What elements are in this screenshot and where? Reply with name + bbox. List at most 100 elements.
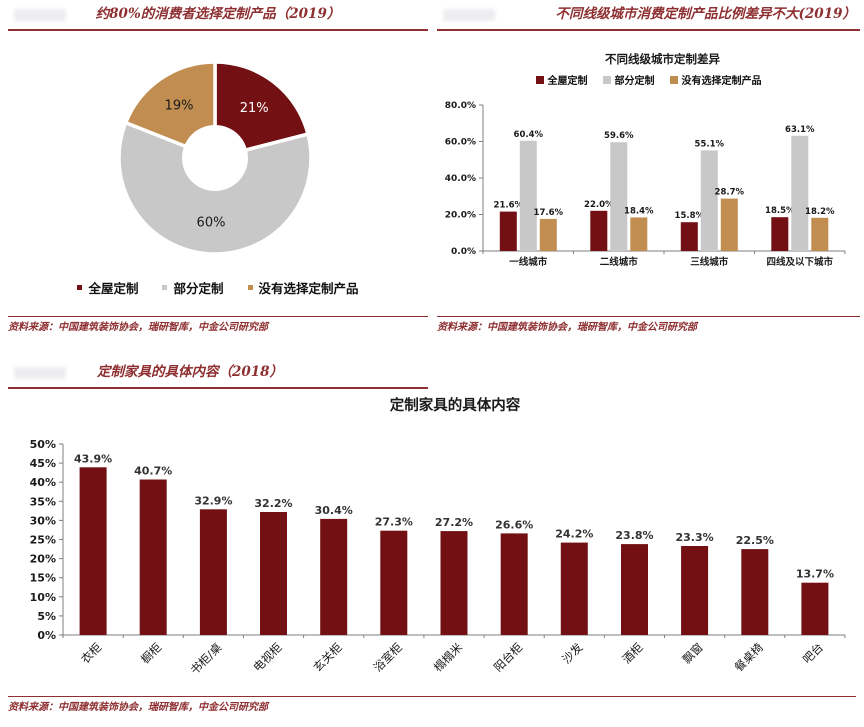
bar-6 bbox=[440, 531, 468, 635]
figure-title-donut-text: 约80%的消费者选择定制产品（2019） bbox=[95, 6, 341, 22]
y-tick-label: 40% bbox=[30, 476, 56, 489]
bar-value-label: 21.6% bbox=[494, 201, 524, 211]
category-label: 三线城市 bbox=[690, 256, 729, 268]
category-label: 餐桌椅 bbox=[732, 640, 767, 675]
bar-value-label: 18.2% bbox=[805, 207, 835, 217]
bar-4 bbox=[320, 518, 348, 635]
bar-3-0 bbox=[771, 217, 789, 251]
bar-10 bbox=[681, 546, 709, 635]
bar-value-label: 22.0% bbox=[584, 200, 614, 210]
category-label: 电视柜 bbox=[250, 640, 284, 674]
source-note-city: 资料来源：中国建筑装饰协会，瑞研智库，中金公司研究部 bbox=[437, 316, 860, 334]
redacted-figure-number bbox=[14, 9, 66, 21]
bar-value-label: 27.2% bbox=[435, 516, 473, 529]
y-tick-label: 45% bbox=[30, 457, 56, 470]
redacted-figure-number bbox=[14, 367, 66, 379]
bar-value-label: 18.4% bbox=[624, 206, 654, 216]
category-label: 二线城市 bbox=[600, 256, 639, 268]
donut-legend: 全屋定制 部分定制 没有选择定制产品 bbox=[8, 278, 428, 297]
y-tick-label: 25% bbox=[30, 534, 56, 547]
bar-0-1 bbox=[519, 140, 537, 251]
bar-value-label: 28.7% bbox=[715, 188, 745, 198]
city-legend-label: 没有选择定制产品 bbox=[681, 76, 762, 87]
donut-slice-value-label: 60% bbox=[197, 215, 226, 230]
bar-9 bbox=[621, 544, 648, 635]
content-chart-title: 定制家具的具体内容 bbox=[389, 398, 521, 414]
bar-5 bbox=[380, 530, 408, 635]
bar-value-label: 40.7% bbox=[134, 465, 172, 478]
y-tick-label: 50% bbox=[30, 438, 56, 451]
y-tick-label: 0% bbox=[37, 629, 56, 642]
bar-12 bbox=[801, 582, 829, 635]
donut-slice-0 bbox=[213, 60, 310, 160]
bar-0-2 bbox=[539, 218, 557, 251]
y-tick-label: 15% bbox=[30, 572, 56, 585]
bar-value-label: 22.5% bbox=[736, 534, 774, 547]
bar-value-label: 63.1% bbox=[785, 125, 815, 135]
bar-value-label: 17.6% bbox=[534, 208, 564, 218]
city-chart-title: 不同线级城市定制差异 bbox=[605, 52, 720, 66]
bar-2-0 bbox=[680, 222, 698, 251]
source-note-content: 资料来源：中国建筑装饰协会，瑞研智库，中金公司研究部 bbox=[8, 696, 856, 714]
bar-1-0 bbox=[590, 210, 608, 251]
source-note-donut: 资料来源：中国建筑装饰协会，瑞研智库，中金公司研究部 bbox=[8, 316, 428, 334]
category-label: 四线及以下城市 bbox=[767, 256, 834, 268]
y-tick-label: 5% bbox=[37, 610, 56, 623]
y-tick-label: 80.0% bbox=[445, 101, 476, 111]
category-label: 飘窗 bbox=[680, 640, 706, 666]
category-label: 衣柜 bbox=[78, 640, 104, 666]
legend-marker-maroon-icon bbox=[77, 285, 83, 290]
bar-value-label: 43.9% bbox=[74, 452, 112, 465]
y-tick-label: 20.0% bbox=[445, 211, 476, 221]
donut-chart: 21% 60% 19% bbox=[117, 60, 313, 256]
donut-hole bbox=[182, 125, 248, 191]
bar-0-0 bbox=[499, 211, 517, 251]
city-grouped-bar-chart: 0.0% 20.0% 40.0% 60.0% 80.0% 21.6% 60.4% 17.6% 一… bbox=[445, 101, 846, 268]
bar-value-label: 26.6% bbox=[495, 518, 533, 531]
legend-marker-gold-icon bbox=[669, 75, 678, 84]
legend-marker-gray-icon bbox=[602, 75, 611, 84]
bar-value-label: 24.2% bbox=[555, 528, 593, 541]
y-tick-label: 40.0% bbox=[445, 174, 476, 184]
bar-2 bbox=[199, 509, 227, 635]
category-label: 玄关柜 bbox=[311, 640, 345, 674]
content-bar-chart: 0% 5% 10% 15% 20% 25% 30% 35% 40% 45% 50% 43.9% 衣柜 40… bbox=[30, 438, 846, 677]
category-label: 书柜/桌 bbox=[187, 640, 224, 677]
y-tick-label: 10% bbox=[30, 591, 56, 604]
y-tick-label: 20% bbox=[30, 553, 56, 566]
figure-title-content: 定制家具的具体内容（2018） bbox=[8, 363, 428, 389]
category-label: 酒柜 bbox=[619, 640, 645, 666]
category-label: 吧台 bbox=[800, 640, 826, 666]
bar-value-label: 55.1% bbox=[695, 139, 725, 149]
bar-value-label: 27.3% bbox=[375, 516, 413, 529]
donut-legend-item-no-custom: 没有选择定制产品 bbox=[247, 278, 359, 297]
legend-marker-gold-icon bbox=[247, 285, 253, 290]
bar-8 bbox=[560, 542, 588, 635]
bar-2-1 bbox=[700, 150, 718, 251]
bar-value-label: 30.4% bbox=[315, 504, 353, 517]
bar-3-1 bbox=[791, 135, 809, 251]
donut-legend-item-full-custom: 全屋定制 bbox=[77, 278, 138, 297]
bar-11 bbox=[741, 549, 769, 635]
category-label: 一线城市 bbox=[509, 256, 548, 268]
category-label: 橱柜 bbox=[138, 640, 164, 666]
bar-value-label: 13.7% bbox=[796, 568, 834, 581]
y-tick-label: 30% bbox=[30, 514, 56, 527]
redacted-figure-number bbox=[443, 9, 495, 21]
donut-slice-value-label: 21% bbox=[240, 101, 269, 116]
bar-value-label: 23.8% bbox=[615, 529, 653, 542]
legend-marker-gray-icon bbox=[162, 285, 168, 290]
bar-value-label: 18.5% bbox=[765, 206, 795, 216]
bar-value-label: 32.2% bbox=[254, 497, 292, 510]
city-chart-legend: 全屋定制 部分定制 没有选择定制产品 bbox=[437, 72, 860, 87]
figure-title-city: 不同线级城市消费定制产品比例差异不大(2019） bbox=[437, 5, 860, 31]
bar-1-1 bbox=[610, 142, 628, 251]
donut-legend-label: 没有选择定制产品 bbox=[258, 281, 359, 296]
bar-7 bbox=[500, 533, 528, 635]
bar-1 bbox=[139, 479, 167, 635]
legend-marker-maroon-icon bbox=[535, 75, 544, 84]
bar-3 bbox=[260, 512, 287, 635]
bar-0 bbox=[79, 467, 107, 635]
category-label: 榻榻米 bbox=[431, 640, 466, 675]
